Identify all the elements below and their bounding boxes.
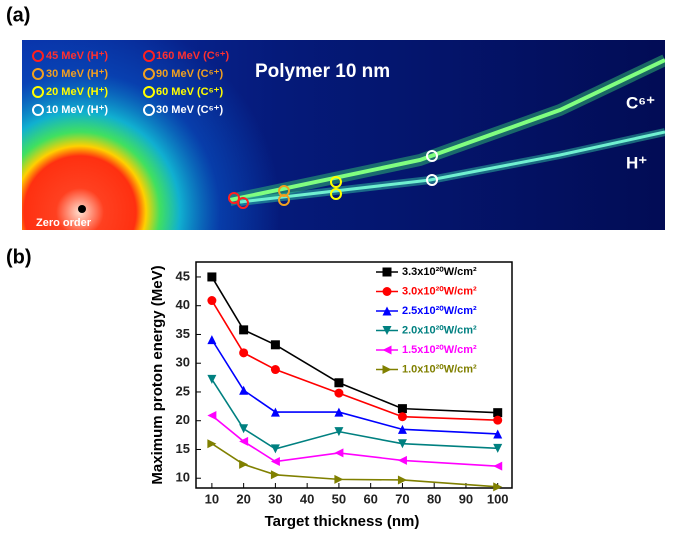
image-legend-label: 10 MeV (H⁺) (46, 104, 108, 116)
data-point (334, 389, 343, 398)
legend-label: 3.0x10²⁰W/cm² (402, 285, 477, 297)
legend-marker (383, 287, 392, 296)
series-line (212, 416, 498, 467)
data-point (207, 272, 216, 281)
x-tick-label: 100 (487, 491, 509, 506)
image-legend-label: 60 MeV (C⁶⁺) (156, 86, 223, 98)
data-point (334, 378, 343, 387)
x-tick-label: 70 (395, 491, 409, 506)
figure: (a) (b) 45 MeV (H⁺) 160 MeV (C⁶⁺) 30 MeV… (0, 0, 675, 534)
data-point (239, 424, 248, 433)
legend-marker (383, 365, 392, 374)
y-tick-label: 15 (176, 441, 190, 456)
data-point (239, 460, 248, 469)
x-tick-label: 90 (459, 491, 473, 506)
legend-label: 2.0x10²⁰W/cm² (402, 324, 477, 336)
x-tick-label: 50 (332, 491, 346, 506)
y-tick-label: 30 (176, 355, 190, 370)
data-point (271, 365, 280, 374)
data-point (493, 416, 502, 425)
x-tick-label: 10 (205, 491, 219, 506)
data-point (271, 457, 280, 466)
x-tick-label: 80 (427, 491, 441, 506)
panel-label: (b) (6, 246, 32, 268)
data-point (207, 335, 216, 344)
data-point (398, 404, 407, 413)
x-tick-label: 20 (236, 491, 250, 506)
series-line (212, 301, 498, 421)
x-tick-label: 40 (300, 491, 314, 506)
image-legend-label: 45 MeV (H⁺) (46, 50, 108, 62)
y-tick-label: 35 (176, 326, 190, 341)
series-line (212, 444, 498, 487)
legend-label: 3.3x10²⁰W/cm² (402, 266, 477, 278)
y-tick-label: 40 (176, 297, 190, 312)
y-tick-label: 20 (176, 412, 190, 427)
zero-order-label: Zero order (36, 217, 92, 229)
y-tick-label: 10 (176, 470, 190, 485)
data-point (493, 462, 502, 471)
x-axis-title: Target thickness (nm) (265, 513, 420, 530)
data-point (239, 386, 248, 395)
x-tick-label: 60 (363, 491, 377, 506)
legend-marker (383, 346, 392, 355)
image-legend-label: 90 MeV (C⁶⁺) (156, 68, 223, 80)
image-legend-label: 160 MeV (C⁶⁺) (156, 50, 230, 62)
data-point (239, 325, 248, 334)
panel-label: (a) (6, 4, 30, 26)
x-tick-label: 30 (268, 491, 282, 506)
trace-label: C⁶⁺ (626, 93, 655, 112)
data-point (207, 439, 216, 448)
y-axis-title: Maximum proton energy (MeV) (149, 265, 166, 484)
legend-marker (383, 268, 392, 277)
trace-label: H⁺ (626, 153, 647, 172)
data-point (334, 448, 343, 457)
data-point (207, 375, 216, 384)
image-legend-label: 20 MeV (H⁺) (46, 86, 108, 98)
data-point (398, 456, 407, 465)
y-tick-label: 45 (176, 268, 190, 283)
data-point (271, 470, 280, 479)
data-point (271, 444, 280, 453)
legend-label: 2.5x10²⁰W/cm² (402, 305, 477, 317)
page: {"panel_labels": ["(a)", "(b)"], "image"… (0, 0, 675, 534)
data-point (207, 411, 216, 420)
data-point (239, 348, 248, 357)
legend-label: 1.5x10²⁰W/cm² (402, 344, 477, 356)
data-point (334, 475, 343, 484)
legend-label: 1.0x10²⁰W/cm² (402, 363, 477, 375)
image-title: Polymer 10 nm (255, 61, 390, 82)
image-legend-label: 30 MeV (C⁶⁺) (156, 104, 223, 116)
data-point (207, 296, 216, 305)
y-tick-label: 25 (176, 383, 190, 398)
image-legend-label: 30 MeV (H⁺) (46, 68, 108, 80)
data-point (271, 340, 280, 349)
data-point (398, 412, 407, 421)
